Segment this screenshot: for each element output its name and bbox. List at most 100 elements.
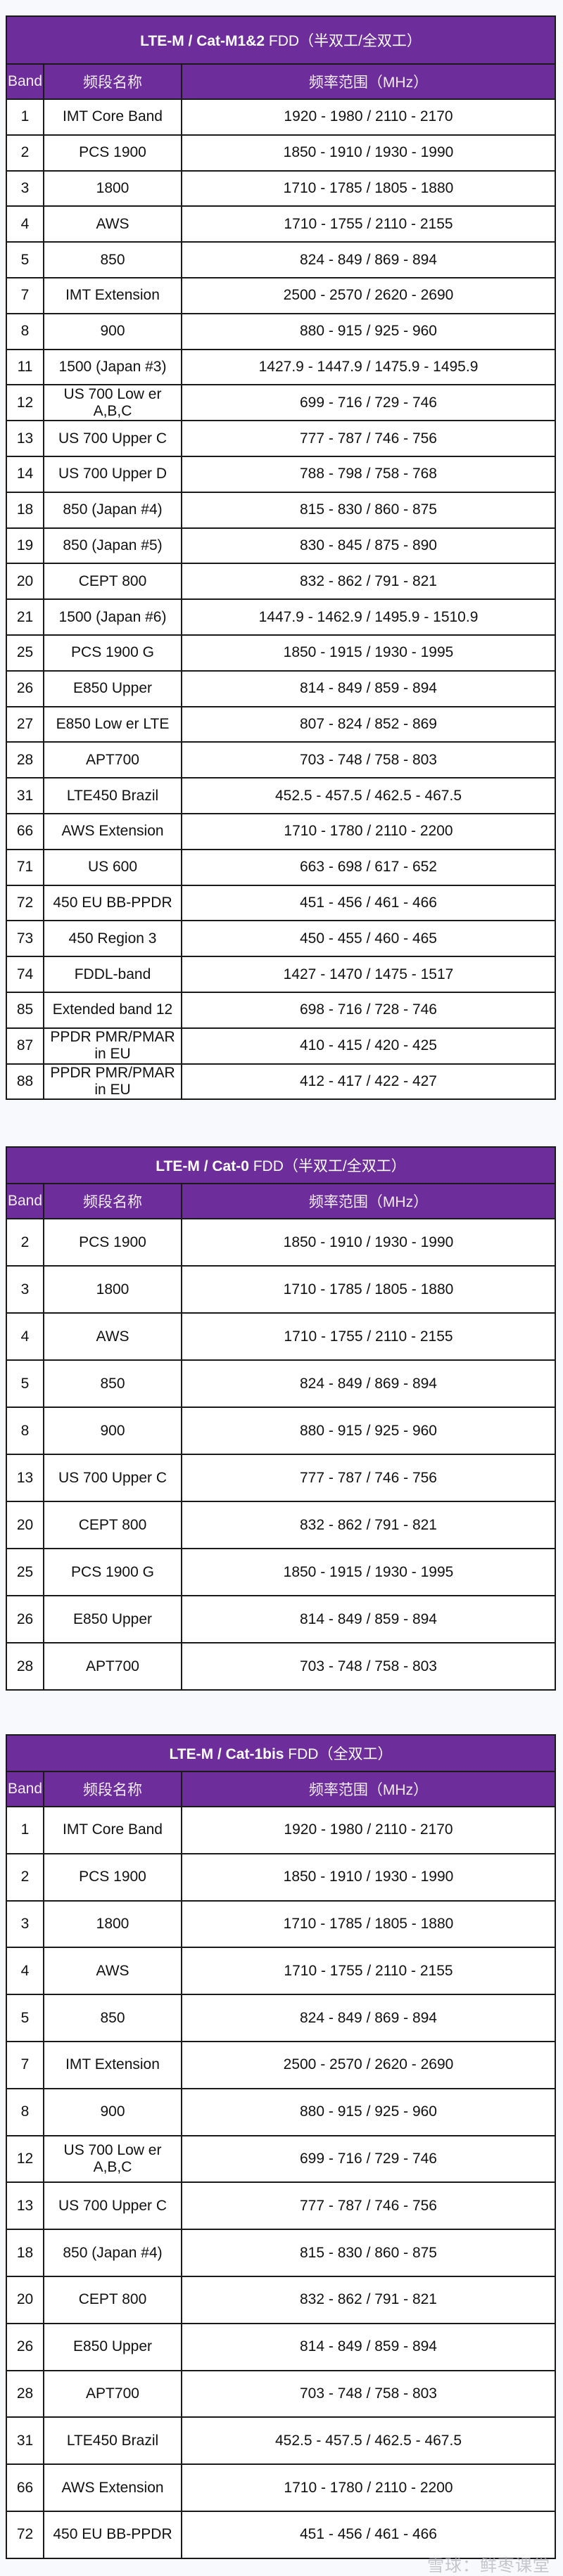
band-number: 12 <box>6 384 44 422</box>
frequency-range: 703 - 748 / 758 - 803 <box>181 741 556 779</box>
table-row: 88 PPDR PMR/PMAR in EU 412 - 417 / 422 - 4… <box>6 1063 556 1101</box>
frequency-range: 824 - 849 / 869 - 894 <box>181 1994 556 2042</box>
table-row: 18 850 (Japan #4) 815 - 830 / 860 - 875 <box>6 2229 556 2277</box>
frequency-range: 1710 - 1755 / 2110 - 2155 <box>181 1947 556 1996</box>
table-row: 5 850 824 - 849 / 869 - 894 <box>6 1994 556 2042</box>
frequency-range: 815 - 830 / 860 - 875 <box>181 491 556 529</box>
band-name: AWS <box>43 1947 182 1996</box>
table-row: 71 US 600 663 - 698 / 617 - 652 <box>6 848 556 886</box>
frequency-range: 452.5 - 457.5 / 462.5 - 467.5 <box>181 2416 556 2466</box>
column-header-row: Band 频段名称 频率范围（MHz） <box>6 63 556 100</box>
band-name: APT700 <box>43 2369 182 2418</box>
band-number: 8 <box>6 312 44 350</box>
band-name: E850 Upper <box>43 2322 182 2371</box>
band-number: 20 <box>6 563 44 601</box>
table-row: 8 900 880 - 915 / 925 - 960 <box>6 312 556 350</box>
table-row: 2 PCS 1900 1850 - 1910 / 1930 - 1990 <box>6 134 556 172</box>
table-row: 1 IMT Core Band 1920 - 1980 / 2110 - 2170 <box>6 1806 556 1854</box>
band-number: 27 <box>6 705 44 743</box>
table-row: 28 APT700 703 - 748 / 758 - 803 <box>6 1642 556 1691</box>
band-number: 72 <box>6 884 44 922</box>
band-number: 3 <box>6 1265 44 1314</box>
table-row: 26 E850 Upper 814 - 849 / 859 - 894 <box>6 669 556 707</box>
table-row: 7 IMT Extension 2500 - 2570 / 2620 - 2690 <box>6 276 556 314</box>
table-row: 25 PCS 1900 G 1850 - 1915 / 1930 - 1995 <box>6 1548 556 1596</box>
table-row: 28 APT700 703 - 748 / 758 - 803 <box>6 2369 556 2418</box>
frequency-range: 450 - 455 / 460 - 465 <box>181 920 556 958</box>
band-number: 4 <box>6 1947 44 1996</box>
band-name: E850 Upper <box>43 669 182 707</box>
band-number: 14 <box>6 455 44 493</box>
band-name: APT700 <box>43 741 182 779</box>
band-number: 72 <box>6 2510 44 2559</box>
cat-0-band-table: LTE-M / Cat-0 FDD（半双工/全双工） Band 频段名称 频率范围（M… <box>6 1146 556 1691</box>
table-row: 66 AWS Extension 1710 - 1780 / 2110 - 2200 <box>6 812 556 850</box>
band-number: 26 <box>6 1595 44 1643</box>
table-row: 73 450 Region 3 450 - 455 / 460 - 465 <box>6 920 556 958</box>
frequency-range: 1850 - 1915 / 1930 - 1995 <box>181 634 556 672</box>
table-row: 11 1500 (Japan #3) 1427.9 - 1447.9 / 1475.… <box>6 348 556 386</box>
table-row: 66 AWS Extension 1710 - 1780 / 2110 - 2200 <box>6 2463 556 2512</box>
band-number: 71 <box>6 848 44 886</box>
frequency-range: 1850 - 1915 / 1930 - 1995 <box>181 1548 556 1596</box>
frequency-range: 412 - 417 / 422 - 427 <box>181 1063 556 1101</box>
band-name: 1500 (Japan #3) <box>43 348 182 386</box>
table-row: 26 E850 Upper 814 - 849 / 859 - 894 <box>6 1595 556 1643</box>
band-number: 8 <box>6 2087 44 2136</box>
frequency-range: 2500 - 2570 / 2620 - 2690 <box>181 2040 556 2089</box>
band-number: 7 <box>6 2040 44 2089</box>
band-name: 1500 (Japan #6) <box>43 598 182 636</box>
band-name: PCS 1900 <box>43 1852 182 1902</box>
table-row: 85 Extended band 12 698 - 716 / 728 - 746 <box>6 991 556 1029</box>
table-row: 2 PCS 1900 1850 - 1910 / 1930 - 1990 <box>6 1218 556 1267</box>
table-row: 31 LTE450 Brazil 452.5 - 457.5 / 462.5 - 4… <box>6 777 556 814</box>
band-number: 2 <box>6 1218 44 1267</box>
frequency-range: 807 - 824 / 852 - 869 <box>181 705 556 743</box>
band-name: LTE450 Brazil <box>43 777 182 814</box>
table-title-row: LTE-M / Cat-1bis FDD（全双工） <box>6 1734 556 1772</box>
band-name: APT700 <box>43 1642 182 1691</box>
table-row: 13 US 700 Upper C 777 - 787 / 746 - 756 <box>6 2181 556 2231</box>
table-title: LTE-M / Cat-1bis FDD（全双工） <box>6 1734 556 1772</box>
band-name: Extended band 12 <box>43 991 182 1029</box>
frequency-range: 1710 - 1785 / 1805 - 1880 <box>181 1899 556 1949</box>
band-number: 73 <box>6 920 44 958</box>
table-title-row: LTE-M / Cat-0 FDD（半双工/全双工） <box>6 1146 556 1184</box>
frequency-range: 663 - 698 / 617 - 652 <box>181 848 556 886</box>
frequency-range: 1920 - 1980 / 2110 - 2170 <box>181 98 556 136</box>
column-header-name: 频段名称 <box>43 63 182 100</box>
band-name: US 700 Upper D <box>43 455 182 493</box>
table-row: 26 E850 Upper 814 - 849 / 859 - 894 <box>6 2322 556 2371</box>
table-title-bold: LTE-M / Cat-1bis <box>169 1746 284 1762</box>
band-name: 850 <box>43 1359 182 1408</box>
frequency-range: 832 - 862 / 791 - 821 <box>181 2275 556 2324</box>
band-number: 74 <box>6 956 44 993</box>
band-number: 87 <box>6 1027 44 1065</box>
band-name: 850 <box>43 1994 182 2042</box>
band-name: PCS 1900 <box>43 1218 182 1267</box>
frequency-range: 1427 - 1470 / 1475 - 1517 <box>181 956 556 993</box>
frequency-range: 1710 - 1780 / 2110 - 2200 <box>181 812 556 850</box>
column-header-band: Band <box>6 1771 44 1807</box>
table-row: 12 US 700 Low er A,B,C 699 - 716 / 729 - 7… <box>6 384 556 422</box>
frequency-range: 699 - 716 / 729 - 746 <box>181 2134 556 2184</box>
table-row: 28 APT700 703 - 748 / 758 - 803 <box>6 741 556 779</box>
band-number: 66 <box>6 812 44 850</box>
band-number: 20 <box>6 1501 44 1549</box>
frequency-range: 1710 - 1755 / 2110 - 2155 <box>181 1312 556 1361</box>
band-number: 3 <box>6 1899 44 1949</box>
band-name: CEPT 800 <box>43 1501 182 1549</box>
table-row: 72 450 EU BB-PPDR 451 - 456 / 461 - 466 <box>6 2510 556 2559</box>
band-name: 850 <box>43 241 182 278</box>
band-name: 450 EU BB-PPDR <box>43 884 182 922</box>
band-name: PCS 1900 <box>43 134 182 172</box>
frequency-range: 815 - 830 / 860 - 875 <box>181 2229 556 2277</box>
band-name: 1800 <box>43 169 182 207</box>
frequency-range: 814 - 849 / 859 - 894 <box>181 2322 556 2371</box>
band-number: 1 <box>6 1806 44 1854</box>
band-number: 31 <box>6 2416 44 2466</box>
table-title-suffix: FDD（半双工/全双工） <box>265 33 422 49</box>
frequency-range: 880 - 915 / 925 - 960 <box>181 312 556 350</box>
frequency-range: 703 - 748 / 758 - 803 <box>181 1642 556 1691</box>
table-title: LTE-M / Cat-M1&2 FDD（半双工/全双工） <box>6 15 556 65</box>
